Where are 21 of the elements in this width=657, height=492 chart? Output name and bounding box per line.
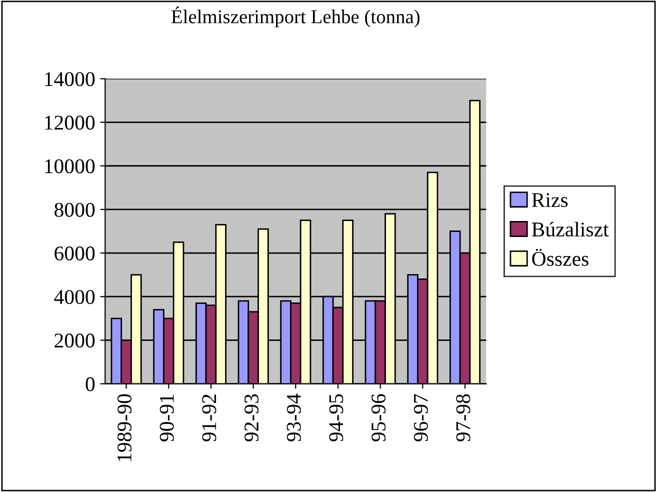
y-tick-label: 8000 — [54, 202, 95, 217]
x-tick-label: 91-92 — [202, 394, 216, 442]
x-tick-label: 93-94 — [286, 394, 301, 442]
y-tick-label: 12000 — [45, 116, 95, 130]
x-tick-label: 95-96 — [372, 394, 386, 442]
legend-label: Rizs — [532, 193, 568, 208]
y-tick-label: 2000 — [54, 334, 95, 348]
chart-title: Élelmiszerimport Lehbe (tonna) — [171, 6, 420, 28]
legend-label: Összes — [532, 248, 588, 266]
x-tick-label: 96-97 — [414, 394, 428, 442]
y-tick-label: 4000 — [54, 290, 95, 304]
x-tick-label: 92-93 — [244, 394, 259, 442]
x-tick-label: 94-95 — [329, 394, 344, 442]
x-tick-label: 90-91 — [160, 394, 174, 442]
y-tick-label: 14000 — [45, 72, 95, 86]
x-tick-label: 97-98 — [456, 394, 470, 442]
x-tick-label: 1989-90 — [117, 394, 132, 462]
legend-label: Búzaliszt — [532, 222, 609, 237]
y-tick-label: 0 — [86, 377, 95, 392]
y-tick-label: 6000 — [54, 246, 95, 260]
y-tick-label: 10000 — [45, 159, 95, 174]
